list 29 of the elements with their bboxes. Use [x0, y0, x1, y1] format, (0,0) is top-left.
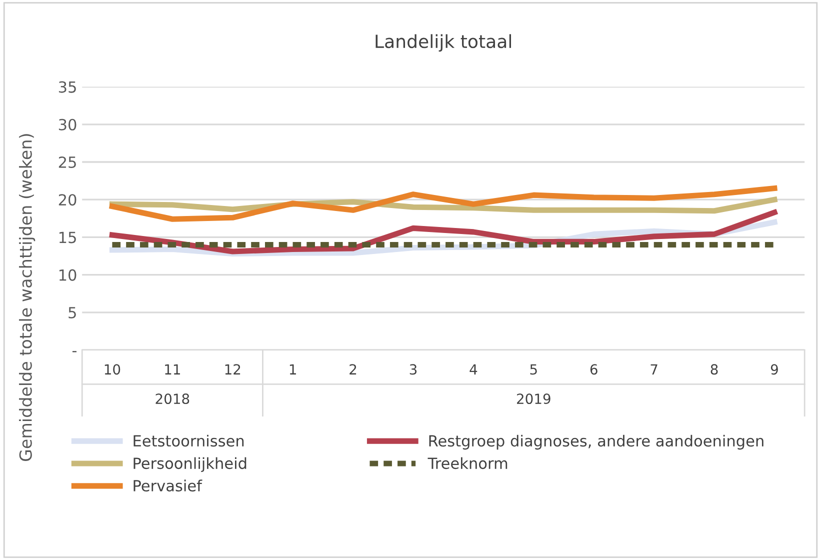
legend-label: Persoonlijkheid: [134, 457, 246, 472]
legend-label: Treeknorm: [428, 457, 508, 470]
y-tick-label: 15: [59, 232, 76, 244]
y-tick-label: 25: [58, 156, 76, 168]
y-tick-label: 5: [68, 307, 76, 318]
x-tick-label: 4: [470, 364, 478, 374]
legend-label: Eetstoornissen: [134, 434, 244, 447]
x-tick-label: 2: [350, 364, 356, 374]
text: 2018: [156, 394, 190, 404]
chart-title: Landelijk totaal: [376, 34, 512, 52]
x-tick-label: 3: [410, 364, 417, 375]
y-tick-label: 10: [59, 269, 76, 281]
x-tick-label: 11: [165, 364, 180, 374]
y-tick-label: 35: [58, 81, 76, 93]
x-tick-label: 6: [590, 364, 598, 375]
text: 2019: [516, 394, 550, 404]
x-tick-label: 1: [290, 364, 296, 374]
legend-label: Restgroep diagnoses, andere aandoeningen: [429, 434, 764, 450]
x-tick-label: 10: [104, 364, 120, 375]
x-tick-label: 8: [710, 364, 718, 375]
y-axis-title: Gemiddelde totale wachttijden (weken): [19, 134, 36, 462]
y-tick-label: -: [72, 351, 76, 352]
legend-label: Pervasief: [134, 480, 202, 492]
x-tick-label: 12: [225, 364, 240, 374]
x-tick-label: 5: [530, 364, 537, 375]
x-tick-label: 9: [770, 364, 778, 375]
x-tick-label: 7: [650, 364, 658, 374]
y-tick-label: 30: [58, 118, 76, 130]
y-tick-label: 20: [58, 194, 76, 206]
